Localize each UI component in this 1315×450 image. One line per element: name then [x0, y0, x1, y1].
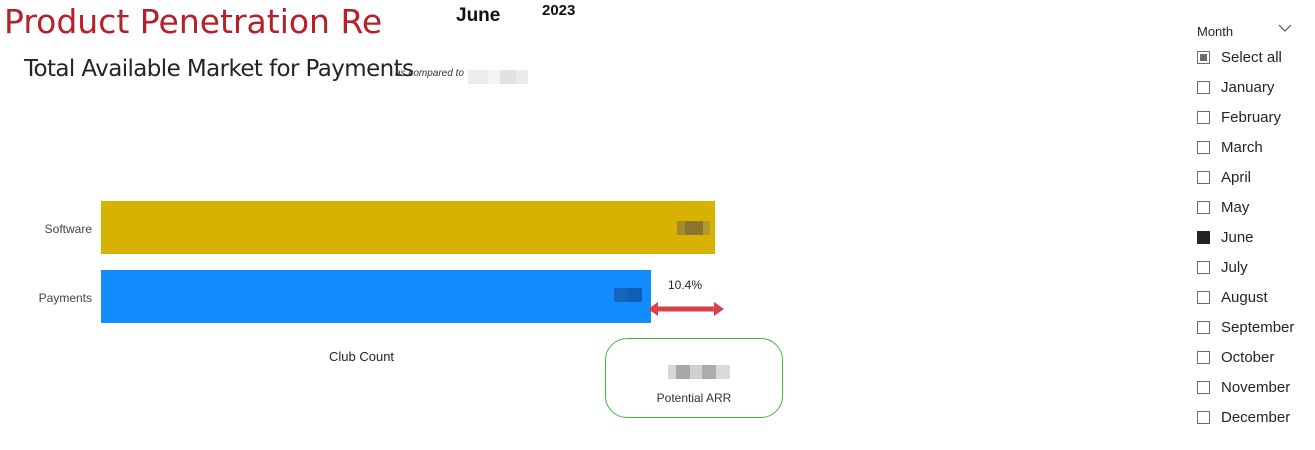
- potential-arr-card[interactable]: Potential ARR: [605, 338, 783, 418]
- slicer-title: Month: [1197, 24, 1234, 39]
- x-axis-title: Club Count: [329, 349, 395, 364]
- slicer-item-label: October: [1221, 349, 1275, 366]
- checkbox[interactable]: [1197, 321, 1210, 334]
- slicer-item-label: August: [1221, 289, 1268, 306]
- checkbox[interactable]: [1197, 351, 1210, 364]
- checkbox[interactable]: [1197, 411, 1210, 424]
- slicer-item-label: July: [1221, 259, 1248, 276]
- redacted-value-payments: [614, 288, 642, 302]
- bar-software[interactable]: [101, 201, 715, 254]
- slicer-item-december[interactable]: December: [1197, 408, 1315, 430]
- slicer-item-august[interactable]: August: [1197, 288, 1315, 310]
- selected-year-label: 2023: [542, 2, 576, 19]
- slicer-item-november[interactable]: November: [1197, 378, 1315, 400]
- checkbox[interactable]: [1197, 291, 1210, 304]
- checkbox[interactable]: [1197, 261, 1210, 274]
- slicer-item-september[interactable]: September: [1197, 318, 1315, 340]
- slicer-item-label: November: [1221, 379, 1291, 396]
- category-label-software: Software: [44, 222, 92, 236]
- slicer-item-label: February: [1221, 109, 1282, 126]
- redacted-value-software: [677, 221, 710, 235]
- slicer-item-february[interactable]: February: [1197, 108, 1315, 130]
- selected-month-label: June: [456, 5, 501, 26]
- slicer-item-april[interactable]: April: [1197, 168, 1315, 190]
- checkbox[interactable]: [1197, 111, 1210, 124]
- checkbox[interactable]: [1197, 51, 1210, 64]
- visual-title: Total Available Market for Payments: [24, 56, 414, 82]
- category-label-payments: Payments: [38, 291, 92, 305]
- slicer-item-label: May: [1221, 199, 1250, 216]
- slicer-item-label: September: [1221, 319, 1295, 336]
- slicer-item-june[interactable]: June: [1197, 228, 1315, 250]
- month-slicer: Month Select all January February March Apri…: [1190, 20, 1315, 426]
- slicer-item-label: April: [1221, 169, 1252, 186]
- slicer-item-july[interactable]: July: [1197, 258, 1315, 280]
- checkbox[interactable]: [1197, 201, 1210, 214]
- slicer-item-label: June: [1221, 229, 1254, 246]
- slicer-item-label: January: [1221, 79, 1275, 96]
- bar-payments[interactable]: [101, 270, 651, 323]
- report-title: Product Penetration Report: [4, 2, 384, 41]
- slicer-item-may[interactable]: May: [1197, 198, 1315, 220]
- slicer-item-january[interactable]: January: [1197, 78, 1315, 100]
- slicer-item-march[interactable]: March: [1197, 138, 1315, 160]
- potential-arr-label: Potential ARR: [656, 391, 732, 405]
- chevron-down-icon[interactable]: [1278, 23, 1292, 33]
- slicer-item-label: Select all: [1221, 49, 1282, 66]
- checkbox[interactable]: [1197, 81, 1210, 94]
- checkbox[interactable]: [1197, 381, 1210, 394]
- redacted-comparison-name: [468, 70, 528, 84]
- redacted-arr-value: [668, 365, 730, 379]
- gap-percentage-label: 10.4%: [668, 278, 703, 292]
- slicer-item-october[interactable]: October: [1197, 348, 1315, 370]
- checkbox[interactable]: [1197, 171, 1210, 184]
- slicer-item-label: December: [1221, 409, 1291, 426]
- checkbox[interactable]: [1197, 141, 1210, 154]
- checkbox[interactable]: [1197, 231, 1210, 244]
- double-arrow-icon: [648, 302, 724, 316]
- slicer-header[interactable]: Month: [1190, 20, 1315, 42]
- slicer-item-label: March: [1221, 139, 1263, 156]
- comparison-caption: as compared to: [395, 68, 464, 79]
- slicer-item-select-all[interactable]: Select all: [1197, 48, 1315, 70]
